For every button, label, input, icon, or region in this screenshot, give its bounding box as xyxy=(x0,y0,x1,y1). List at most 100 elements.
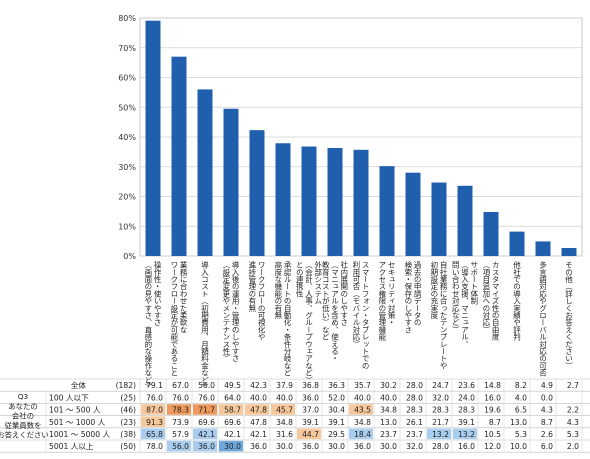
bar xyxy=(197,89,213,257)
x-category-label: 多言語対応やグローバル対応の可否 xyxy=(538,260,547,378)
x-category-label: 導入コスト（初期費用、月額料金など） xyxy=(200,260,209,391)
x-category-label: 問い合わせ対応など） xyxy=(451,261,460,333)
x-category-label: ワークフローの可視化や xyxy=(257,261,266,341)
table-cell-value: 8.7 xyxy=(489,418,501,427)
bar xyxy=(275,143,291,256)
table-cell-value: 40.0 xyxy=(354,393,371,402)
table-cell-value: 44.7 xyxy=(302,430,319,439)
table-cell-value: 19.6 xyxy=(484,406,501,415)
bar xyxy=(561,247,577,256)
x-category-label: ワークフロー設定が可能であること xyxy=(170,261,179,377)
bar xyxy=(457,185,473,256)
table-row-label: 501 ～ 1000 人 xyxy=(49,418,106,427)
table-cell-value: 13.2 xyxy=(458,430,475,439)
table-group-label: お答えください xyxy=(0,431,49,440)
x-category-label: 進捗管理の有無 xyxy=(248,261,257,313)
table-cell-value: 78.0 xyxy=(146,442,163,451)
table-cell-value: 5.3 xyxy=(567,430,579,439)
bar xyxy=(145,20,161,256)
table-cell-value: 36.0 xyxy=(302,393,319,402)
table-cell-value: 2.6 xyxy=(541,430,553,439)
table-row-n: (25) xyxy=(120,393,136,402)
table-cell-value: 23.7 xyxy=(380,430,397,439)
x-category-label: 過去の申請データの xyxy=(413,260,422,327)
x-category-label: 検索・保存のしやすさ xyxy=(404,260,413,334)
table-cell-value: 12.0 xyxy=(484,442,501,451)
table-cell-value: 26.1 xyxy=(406,418,423,427)
table-cell-value: 34.8 xyxy=(380,406,397,415)
table-cell-value: 56.0 xyxy=(198,381,215,390)
table-cell-value: 16.0 xyxy=(484,393,501,402)
table-cell-value: 5.3 xyxy=(515,430,527,439)
y-tick-label: 10% xyxy=(118,222,136,231)
table-cell-value: 28.0 xyxy=(432,442,449,451)
table-cell-value: 57.9 xyxy=(172,430,189,439)
table-cell-value: 4.3 xyxy=(541,406,553,415)
table-cell-value: 69.6 xyxy=(198,418,215,427)
x-category-label: （マニュアルを含め、使える・ xyxy=(330,261,339,362)
table-cell-value: 36.0 xyxy=(302,442,319,451)
table-cell-value: 36.0 xyxy=(198,442,215,451)
table-cell-value: 28.3 xyxy=(406,406,423,415)
table-cell-value: 78.3 xyxy=(172,406,189,415)
x-category-label: （項目追加への対応） xyxy=(482,261,491,333)
table-cell-highlight xyxy=(427,428,451,440)
table-cell-value: 4.0 xyxy=(515,393,527,402)
table-row-n: (50) xyxy=(120,442,136,451)
bar xyxy=(509,231,525,256)
table-cell-value: 69.6 xyxy=(224,418,241,427)
table-cell-value: 37.9 xyxy=(276,381,293,390)
bar xyxy=(223,108,239,256)
x-category-label: 業務に合わせた柔軟な xyxy=(179,260,188,334)
table-cell-value: 31.6 xyxy=(276,430,293,439)
x-category-label: スマートフォン・タブレットでの xyxy=(361,261,370,369)
table-cell-value: 58.7 xyxy=(224,406,241,415)
table-cell-value: 18.4 xyxy=(354,430,371,439)
table-cell-value: 30.2 xyxy=(380,381,397,390)
x-category-label: 自社業務に合ったテンプレートや xyxy=(439,260,448,370)
table-group-label: Q3 xyxy=(18,392,29,401)
table-cell-highlight xyxy=(453,428,477,440)
x-category-label: 教育コストが低い）など xyxy=(321,260,330,341)
table-cell-value: 13.2 xyxy=(432,430,449,439)
table-cell-value: 8.2 xyxy=(515,381,527,390)
table-cell-value: 8.7 xyxy=(541,418,553,427)
table-row-n: (182) xyxy=(116,381,136,390)
table-cell-value: 35.7 xyxy=(354,381,371,390)
table-row-n: (23) xyxy=(120,418,136,427)
x-category-label: アクセス権限の管理機能 xyxy=(378,261,387,342)
table-cell-value: 2.2 xyxy=(567,406,579,415)
table-cell-value: 40.0 xyxy=(276,393,293,402)
x-category-label: （導入支援、マニュアル、 xyxy=(460,261,469,347)
table-cell-value: 45.7 xyxy=(276,406,293,415)
table-cell-value: 42.1 xyxy=(250,430,267,439)
table-cell-value: 65.8 xyxy=(146,430,163,439)
bar xyxy=(327,148,343,256)
table-cell-highlight xyxy=(219,404,243,415)
x-category-label: サポート体制 xyxy=(469,261,478,306)
bar xyxy=(535,241,551,256)
bar xyxy=(249,130,265,256)
table-cell-value: 30.4 xyxy=(328,406,345,415)
table-cell-value: 36.3 xyxy=(328,381,345,390)
x-category-label: 社内展開のしやすさ xyxy=(339,260,348,327)
table-cell-highlight xyxy=(193,428,217,440)
table-cell-value: 4.9 xyxy=(541,381,553,390)
x-category-label: 導入後の運用・管理のしやすさ xyxy=(231,260,240,363)
table-cell-value: 71.7 xyxy=(198,406,215,415)
x-category-label: 承認ルートの自動化・条件分岐など xyxy=(283,261,292,377)
bar xyxy=(301,146,317,256)
bar xyxy=(431,182,447,256)
table-row-label: 100 人以下 xyxy=(49,393,89,402)
table-cell-highlight xyxy=(193,440,217,452)
y-tick-label: 50% xyxy=(118,103,136,112)
table-cell-value: 30.0 xyxy=(328,442,345,451)
table-cell-value: 56.0 xyxy=(172,442,189,451)
table-cell-value: 36.8 xyxy=(302,381,319,390)
table-cell-value: 28.3 xyxy=(432,406,449,415)
table-cell-highlight xyxy=(349,404,373,415)
table-cell-value: 30.0 xyxy=(276,442,293,451)
table-cell-value: 10.5 xyxy=(484,430,501,439)
table-cell-value: 23.6 xyxy=(458,381,475,390)
table-cell-highlight xyxy=(141,404,165,415)
